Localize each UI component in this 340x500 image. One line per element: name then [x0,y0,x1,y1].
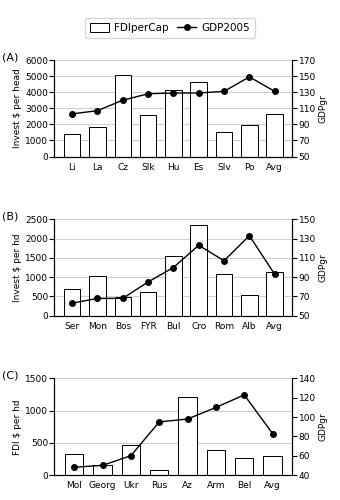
Y-axis label: Invest $ per head: Invest $ per head [13,68,22,148]
Y-axis label: GDPgr: GDPgr [319,94,328,122]
Bar [150,470,168,475]
Bar [216,274,232,316]
Bar [241,125,258,156]
Bar [165,90,182,156]
Bar [235,458,253,475]
Text: (A): (A) [2,52,18,62]
Bar [140,292,156,316]
Bar [165,256,182,316]
Bar [89,276,106,316]
Text: (C): (C) [2,371,19,381]
Bar [64,134,80,156]
Y-axis label: GDPgr: GDPgr [319,412,328,441]
Bar [140,116,156,156]
Y-axis label: GDPgr: GDPgr [319,253,328,282]
Bar [64,288,80,316]
Bar [267,272,283,316]
Bar [264,456,282,475]
Bar [207,450,225,475]
Bar [122,445,140,475]
Bar [190,224,207,316]
Bar [115,297,131,316]
Bar [178,396,197,475]
Bar [190,82,207,156]
Bar [267,114,283,156]
Bar [216,132,232,156]
Bar [115,76,131,156]
Y-axis label: FDI $ per hd: FDI $ per hd [13,399,22,454]
Bar [94,466,112,475]
Y-axis label: Invest $ per hd: Invest $ per hd [13,233,22,302]
Bar [241,296,258,316]
Bar [89,127,106,156]
Bar [65,454,83,475]
Text: (B): (B) [2,212,18,222]
Legend: FDIperCap, GDP2005: FDIperCap, GDP2005 [85,18,255,38]
